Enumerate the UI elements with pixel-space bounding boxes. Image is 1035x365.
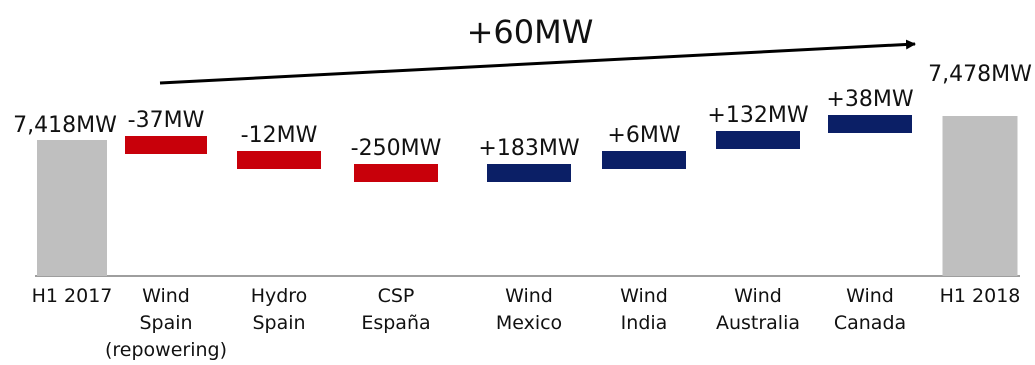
value-label: +38MW (826, 87, 913, 112)
increase-bar (716, 131, 800, 149)
value-label: +183MW (478, 136, 579, 161)
decrease-bar (125, 136, 207, 154)
category-label: (repowering) (105, 339, 227, 361)
category-label: Hydro (251, 285, 308, 307)
total-bar (942, 116, 1018, 276)
value-label: 7,418MW (13, 113, 117, 138)
category-label: Spain (252, 312, 305, 334)
category-label: Canada (834, 312, 906, 334)
value-label: -37MW (128, 108, 205, 133)
headline-label: +60MW (467, 13, 594, 51)
category-label: H1 2018 (940, 285, 1021, 307)
decrease-bar (237, 151, 321, 169)
value-label: +132MW (707, 103, 808, 128)
category-label: Australia (716, 312, 800, 334)
category-label: Wind (846, 285, 894, 307)
category-label: Wind (620, 285, 668, 307)
increase-bar (828, 115, 912, 133)
category-label: Spain (139, 312, 192, 334)
category-label: H1 2017 (32, 285, 113, 307)
category-label: Mexico (496, 312, 562, 334)
value-labels-group: 7,418MW -37MW -12MW -250MW +183MW +6MW +132MW +… (13, 62, 1032, 161)
value-label: 7,478MW (928, 62, 1032, 87)
total-bar (37, 140, 107, 276)
category-label: CSP (378, 285, 415, 307)
category-label: Wind (505, 285, 553, 307)
category-labels-group: H1 2017 Wind Spain (repowering) Hydro Spain CS… (32, 285, 1021, 361)
bars-group (37, 115, 1018, 276)
value-label: +6MW (607, 123, 680, 148)
decrease-bar (354, 164, 438, 182)
trend-arrow (159, 39, 916, 85)
increase-bar (487, 164, 571, 182)
value-label: -12MW (241, 123, 318, 148)
category-label: Wind (734, 285, 782, 307)
category-label: España (361, 312, 430, 334)
increase-bar (602, 151, 686, 169)
value-label: -250MW (351, 136, 442, 161)
category-label: India (621, 312, 668, 334)
category-label: Wind (142, 285, 190, 307)
